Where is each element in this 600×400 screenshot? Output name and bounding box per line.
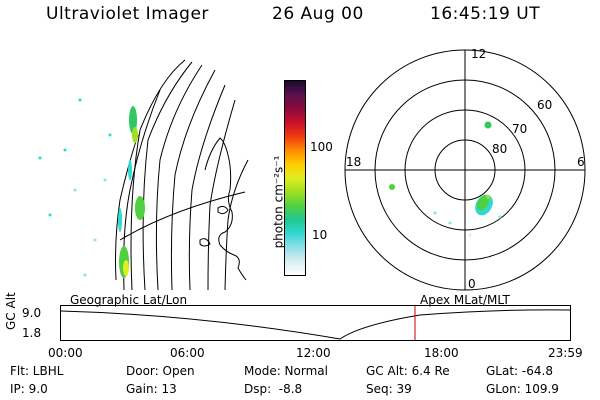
map-grid-lines: [115, 59, 249, 290]
alt-ytick-1.8: 1.8: [22, 326, 42, 340]
coastline: [199, 137, 247, 281]
glat-info: GLat: -64.8: [486, 364, 553, 378]
alt-xtick-1200: 12:00: [296, 346, 331, 360]
mode-info: Mode: Normal: [244, 364, 328, 378]
alt-ytick-9: 9.0: [22, 306, 42, 320]
filter-info: Flt: LBHL: [10, 364, 64, 378]
colorbar-tick-100: 100: [310, 140, 333, 154]
altitude-plot: [60, 305, 571, 341]
date-label: 26 Aug 00: [272, 4, 364, 24]
glon-info: GLon: 109.9: [486, 382, 559, 396]
mlt-label-18: 18: [346, 155, 361, 169]
altitude-plot-frame: [60, 305, 571, 341]
mlt-label-6: 6: [577, 155, 585, 169]
aurora-emission: [38, 98, 145, 278]
gc-alt-info: GC Alt: 6.4 Re: [366, 364, 450, 378]
dsp-info: Dsp: -8.8: [244, 382, 303, 396]
mlt-label-0: 0: [468, 277, 476, 291]
geographic-map: [38, 59, 249, 290]
colorbar: [284, 80, 306, 276]
alt-panel-right-title: Apex MLat/MLT: [420, 293, 510, 307]
colorbar-tick-10: 10: [312, 228, 328, 242]
altitude-curve: [60, 309, 571, 340]
alt-xtick-0600: 06:00: [170, 346, 205, 360]
alt-panel-ylabel: GC Alt: [4, 292, 18, 330]
seq-info: Seq: 39: [366, 382, 412, 396]
lat-label-80: 80: [492, 142, 507, 156]
colorbar-label: photon cm⁻²s⁻¹: [271, 155, 286, 249]
alt-xtick-2359: 23:59: [548, 346, 583, 360]
polar-aurora: [389, 121, 502, 237]
lat-label-70: 70: [512, 122, 527, 136]
alt-xtick-0000: 00:00: [48, 346, 83, 360]
polar-mlt-plot: 12 18 6 0 60 70 80: [344, 47, 586, 291]
door-info: Door: Open: [126, 364, 195, 378]
alt-panel-left-title: Geographic Lat/Lon: [70, 293, 188, 307]
lat-label-60: 60: [537, 98, 552, 112]
gain-info: Gain: 13: [126, 382, 177, 396]
mlt-label-12: 12: [471, 47, 486, 61]
alt-xtick-1800: 18:00: [424, 346, 459, 360]
instrument-title: Ultraviolet Imager: [46, 4, 209, 24]
time-label: 16:45:19 UT: [430, 4, 541, 24]
ip-info: IP: 9.0: [10, 382, 48, 396]
